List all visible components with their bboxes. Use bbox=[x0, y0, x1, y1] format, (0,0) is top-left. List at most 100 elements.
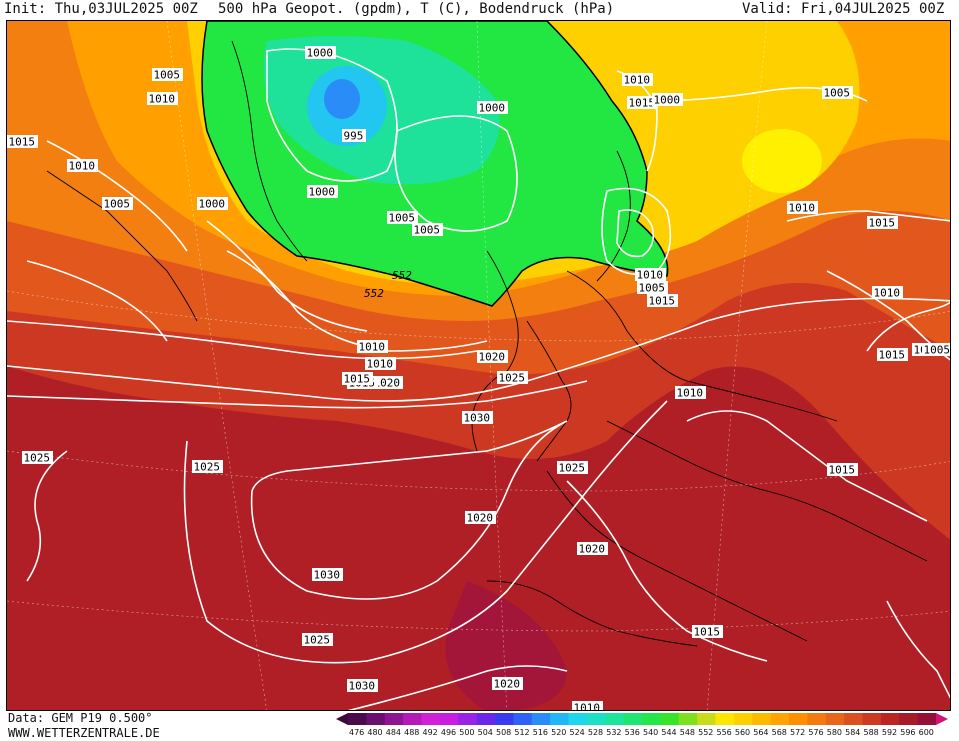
colorbar-tick-label: 576 bbox=[808, 728, 823, 737]
colorbar-swatch bbox=[789, 713, 808, 725]
isobar-label: 995 bbox=[344, 130, 364, 143]
isobar-label-box bbox=[557, 461, 588, 474]
isobar-label: 1025 bbox=[194, 461, 221, 474]
isobar-label: 1000 bbox=[654, 94, 681, 107]
colorbar-legend: 476 480 484 488 492 496 500 504 508 512 516 520 524 5… bbox=[336, 713, 948, 737]
colorbar-tick-label: 484 bbox=[386, 728, 401, 737]
isobar-label: 1030 bbox=[314, 569, 341, 582]
isobar-label-box bbox=[477, 101, 508, 114]
colorbar-tick-label: 560 bbox=[735, 728, 750, 737]
colorbar-swatch bbox=[586, 713, 606, 725]
graticule bbox=[7, 21, 950, 710]
isobar-label: 1025 bbox=[499, 372, 526, 385]
isobar-label: 1030 bbox=[349, 680, 376, 693]
contour-552 bbox=[201, 21, 669, 307]
isobar-label-box bbox=[577, 542, 608, 555]
isobar-label-box bbox=[492, 677, 523, 690]
colorbar-swatch bbox=[844, 713, 863, 725]
colorbar-swatch bbox=[715, 713, 735, 725]
colorbar-swatch bbox=[568, 713, 588, 725]
isobar-label-box bbox=[867, 216, 898, 229]
isobar-label-box bbox=[152, 68, 183, 81]
colorbar-swatch bbox=[550, 713, 569, 725]
colorbar-min-arrow bbox=[336, 713, 348, 725]
colorbar-tick-label: 548 bbox=[680, 728, 695, 737]
colorbar-swatch bbox=[403, 713, 422, 725]
website-label: WWW.WETTERZENTRALE.DE bbox=[8, 726, 160, 740]
colorbar-tick-label: 536 bbox=[625, 728, 640, 737]
colorbar-swatch bbox=[697, 713, 716, 725]
colorbar-tick-label: 516 bbox=[533, 728, 548, 737]
isobar-label-box bbox=[347, 679, 378, 692]
colorbar-tick-label: 584 bbox=[845, 728, 860, 737]
colorbar-tick-label: 496 bbox=[441, 728, 456, 737]
isobar-label: 1000 bbox=[479, 102, 506, 115]
colorbar-swatch bbox=[476, 713, 496, 725]
isobar-label-box bbox=[497, 371, 528, 384]
isobar-label-box bbox=[822, 86, 853, 99]
isobar-label-box bbox=[305, 46, 336, 59]
isobar-label-box bbox=[147, 92, 178, 105]
isobar-label: 1005 bbox=[154, 69, 181, 82]
isobar-label: 1005 bbox=[924, 344, 951, 357]
isobar-label-box bbox=[365, 357, 396, 370]
isobar-label: 1010 bbox=[624, 74, 651, 87]
field-high-yellow bbox=[742, 129, 822, 193]
colorbar-swatch bbox=[807, 713, 827, 725]
colorbar-swatch bbox=[366, 713, 386, 725]
colorbar-swatch bbox=[623, 713, 643, 725]
colorbar-tick-label: 500 bbox=[459, 728, 474, 737]
height-label: 552 bbox=[392, 269, 412, 282]
isobar-label-box bbox=[312, 568, 343, 581]
isobar-label-box bbox=[692, 625, 723, 638]
colorbar-swatch bbox=[825, 713, 845, 725]
colorbar-tick-label: 492 bbox=[423, 728, 438, 737]
isobar-label-box bbox=[67, 159, 98, 172]
isobar-label-box bbox=[22, 451, 53, 464]
colorbar-swatch bbox=[348, 713, 367, 725]
colorbar-tick-label: 544 bbox=[661, 728, 676, 737]
colorbar-swatch bbox=[678, 713, 698, 725]
isobar-label: 1010 bbox=[69, 160, 96, 173]
isobar-label-box bbox=[872, 286, 903, 299]
isobar-label: 1015 bbox=[649, 295, 676, 308]
isobar-label-box bbox=[652, 93, 683, 106]
isobar-label: 1010 bbox=[149, 93, 176, 106]
isobar-label-box bbox=[787, 201, 818, 214]
field-trough-blue bbox=[324, 79, 360, 119]
isobar-label: 1015 bbox=[879, 349, 906, 362]
colorbar-swatch bbox=[513, 713, 533, 725]
field-core-south bbox=[445, 581, 567, 710]
colorbar-tick-label: 568 bbox=[772, 728, 787, 737]
isobar-label: 1015 bbox=[344, 373, 371, 386]
isobar-labels: 1000 1005 1010 1015 1010 1005 1000 995 1000 1005 1… bbox=[7, 46, 951, 710]
isobar-label-box bbox=[922, 343, 950, 356]
height-labels: 552 552 bbox=[364, 269, 412, 300]
data-source-label: Data: GEM P19 0.500° bbox=[8, 711, 153, 725]
colorbar-tick-label: 556 bbox=[717, 728, 732, 737]
isobar-label: 1010 bbox=[789, 202, 816, 215]
isobar-label: 1020 bbox=[479, 351, 506, 364]
colorbar-swatch bbox=[384, 713, 404, 725]
isobar-label: 1030 bbox=[464, 412, 491, 425]
isobar-label: 1015 bbox=[829, 464, 856, 477]
isobar-label: 1015 bbox=[694, 626, 721, 639]
colorbar-tick-label: 540 bbox=[643, 728, 658, 737]
map-canvas: 1000 1005 1010 1015 1010 1005 1000 995 1000 1005 1… bbox=[7, 21, 951, 710]
weather-map: 1000 1005 1010 1015 1010 1005 1000 995 1000 1005 1… bbox=[6, 20, 951, 711]
isobar-label: 1010 bbox=[677, 387, 704, 400]
isobar-label: 1010 bbox=[637, 269, 664, 282]
colorbar-tick-label: 520 bbox=[551, 728, 566, 737]
isobar-label: 1005 bbox=[414, 224, 441, 237]
isobar-label-box bbox=[635, 268, 666, 281]
isobar-label: 1005 bbox=[824, 87, 851, 100]
isobar-label-box bbox=[7, 135, 38, 148]
colorbar-tick-label: 476 bbox=[349, 728, 364, 737]
isobar-label-box bbox=[342, 372, 373, 385]
isobar-label: 1000 bbox=[307, 47, 334, 60]
colorbar-tick-label: 600 bbox=[919, 728, 934, 737]
colorbar-tick-label: 596 bbox=[900, 728, 915, 737]
isobar-label: 1020 bbox=[374, 377, 401, 390]
isobar-label-box bbox=[477, 350, 508, 363]
isobar-label: 1015 bbox=[869, 217, 896, 230]
